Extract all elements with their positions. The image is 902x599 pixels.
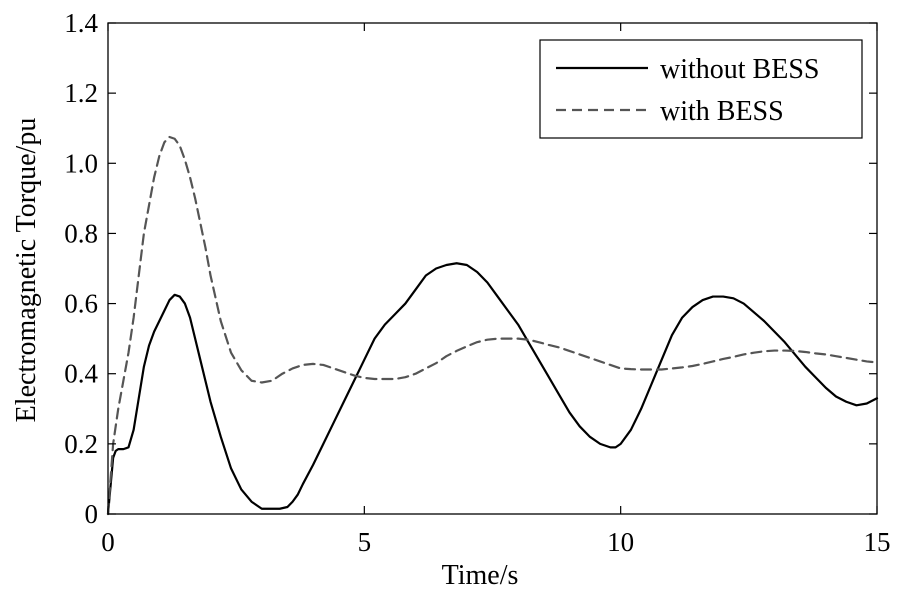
series-line-with-bess	[106, 135, 879, 516]
y-axis-label: Electromagnetic Torque/pu	[11, 118, 42, 423]
ticks-layer: 0 5 10 15 0 0.2 0.4 0.6 0.8 1.0 1.2 1.4	[64, 8, 890, 557]
x-tick-label: 5	[358, 527, 372, 557]
y-tick-label: 1.0	[64, 148, 98, 178]
x-tick-label: 10	[607, 527, 634, 557]
series-layer	[106, 135, 879, 516]
y-tick-label: 0.2	[64, 429, 98, 459]
legend: without BESS with BESS	[539, 39, 863, 139]
y-tick-label: 1.4	[64, 8, 98, 38]
y-tick-label: 1.2	[64, 78, 98, 108]
legend-box	[539, 39, 863, 139]
y-tick-label: 0.8	[64, 218, 98, 248]
x-axis-label: Time/s	[442, 560, 519, 591]
y-tick-label: 0.6	[64, 289, 98, 319]
legend-label-with-bess: with BESS	[660, 96, 784, 127]
legend-label-without-bess: without BESS	[660, 54, 819, 85]
plot-frame	[107, 22, 878, 515]
series-line-without-bess	[106, 262, 879, 516]
y-tick-label: 0	[85, 499, 99, 529]
y-tick-label: 0.4	[64, 359, 98, 389]
x-tick-label: 15	[864, 527, 891, 557]
x-tick-label: 0	[101, 527, 115, 557]
